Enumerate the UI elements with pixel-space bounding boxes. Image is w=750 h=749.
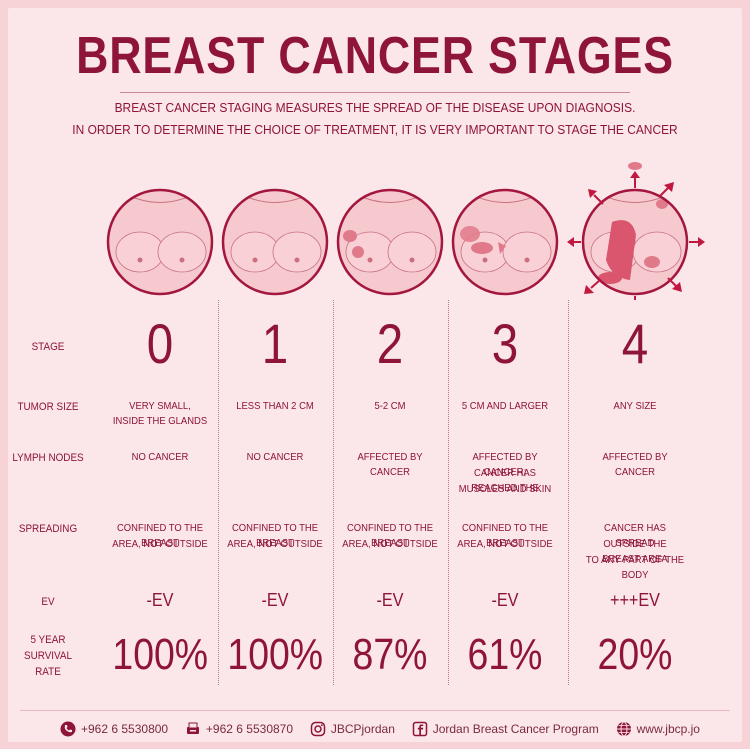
tumor-size-text: INSIDE THE GLANDS: [112, 415, 208, 427]
breast-illustration-stage-3: [451, 188, 559, 296]
lymph-nodes-text: AFFECTED BY CANCER: [602, 451, 668, 478]
column-divider: [218, 300, 220, 685]
footer: +962 6 5530800 +962 6 5530870 JBCPjordan…: [60, 718, 700, 740]
column-divider: [568, 300, 570, 685]
spread-arrows: [567, 162, 705, 300]
tumor-size-text: 5 CM AND LARGER: [461, 400, 549, 412]
stage-number: 4: [621, 312, 649, 375]
spreading-text: AREA, NOT OUTSIDE: [112, 538, 208, 550]
footer-facebook[interactable]: Jordan Breast Cancer Program: [412, 721, 599, 737]
stage-number: 3: [491, 312, 519, 375]
spreading-text: AREA, NOT OUTSIDE: [227, 538, 323, 550]
survival-rate: 100%: [112, 630, 209, 679]
tumor-size-text: 5-2 CM: [374, 400, 406, 412]
title-divider: [120, 92, 630, 93]
poster-frame: [8, 8, 742, 742]
row-label-survival-1: 5 YEAR: [30, 634, 66, 646]
instagram-icon: [310, 721, 326, 737]
spreading-text: TO ANY PART OF THE BODY: [585, 554, 685, 581]
survival-rate: 20%: [597, 630, 673, 679]
stage-number: 2: [376, 312, 404, 375]
spreading-text: AREA, NOT OUTSIDE: [342, 538, 438, 550]
lymph-nodes-text: NO CANCER: [246, 451, 304, 463]
survival-rate: 61%: [467, 630, 543, 679]
ev-value: -EV: [146, 590, 174, 610]
footer-phone[interactable]: +962 6 5530800: [60, 721, 168, 737]
spreading-text: CANCER HAS SPREAD: [604, 522, 666, 549]
row-label-spreading: SPREADING: [18, 523, 78, 535]
spreading-text: AREA, NOT OUTSIDE: [457, 538, 553, 550]
stage-number: 1: [261, 312, 289, 375]
survival-rate: 100%: [227, 630, 324, 679]
footer-facebook-text: Jordan Breast Cancer Program: [432, 722, 599, 736]
tumor-size-text: VERY SMALL,: [129, 400, 191, 412]
footer-website-text: www.jbcp.jo: [636, 722, 700, 736]
tumor-size-text: ANY SIZE: [613, 400, 657, 412]
ev-value: -EV: [376, 590, 404, 610]
footer-phone-text: +962 6 5530800: [81, 722, 169, 736]
phone-icon: [60, 721, 76, 737]
column-divider: [333, 300, 335, 685]
row-label-survival-3: RATE: [35, 666, 61, 678]
spreading-text: OUTSIDE THE BREAST AREA: [602, 538, 668, 565]
breast-illustration-stage-0: [106, 188, 214, 296]
ev-value: -EV: [261, 590, 289, 610]
footer-divider: [20, 710, 730, 711]
lymph-nodes-text: NO CANCER: [131, 451, 189, 463]
page-title: BREAST CANCER STAGES: [76, 27, 674, 85]
globe-icon: [616, 721, 631, 737]
footer-instagram-text: JBCPjordan: [330, 722, 395, 736]
spreading-text: CONFINED TO THE BREAST: [116, 522, 204, 549]
ev-value: +++EV: [609, 590, 660, 610]
footer-fax-text: +962 6 5530870: [205, 722, 294, 736]
spreading-text: CONFINED TO THE BREAST: [346, 522, 434, 549]
ev-value: -EV: [491, 590, 519, 610]
column-divider: [448, 300, 450, 685]
row-label-survival-2: SURVIVAL: [23, 650, 73, 662]
fax-icon: [186, 722, 199, 734]
breast-illustration-stage-2: [336, 188, 444, 296]
tumor-size-text: LESS THAN 2 CM: [236, 400, 314, 412]
row-label-lymph-nodes: LYMPH NODES: [12, 452, 84, 464]
stage-number: 0: [146, 312, 174, 375]
lymph-nodes-text: AFFECTED BY CANCER;: [472, 451, 538, 478]
lymph-nodes-text: CANCER HAS REACHED THE: [471, 467, 539, 494]
spreading-text: CONFINED TO THE BREAST: [461, 522, 549, 549]
subtitle-line-1: BREAST CANCER STAGING MEASURES THE SPREA…: [114, 100, 636, 115]
survival-rate: 87%: [352, 630, 428, 679]
footer-website[interactable]: www.jbcp.jo: [616, 721, 700, 737]
row-label-ev: EV: [41, 596, 55, 608]
spreading-text: CONFINED TO THE BREAST: [231, 522, 319, 549]
lymph-nodes-text: AFFECTED BY CANCER: [357, 451, 423, 478]
stage-illustrations: [106, 162, 705, 300]
facebook-icon: [412, 721, 427, 737]
footer-instagram[interactable]: JBCPjordan: [310, 721, 395, 737]
subtitle-line-2: IN ORDER TO DETERMINE THE CHOICE OF TREA…: [72, 122, 678, 137]
row-label-tumor-size: TUMOR SIZE: [17, 401, 79, 413]
row-label-stage: STAGE: [31, 341, 65, 353]
lymph-nodes-text: MUSCLES AND SKIN: [458, 483, 552, 495]
breast-illustration-stage-4: [567, 162, 705, 300]
footer-fax[interactable]: +962 6 5530870: [185, 721, 293, 737]
breast-illustration-stage-1: [221, 188, 329, 296]
